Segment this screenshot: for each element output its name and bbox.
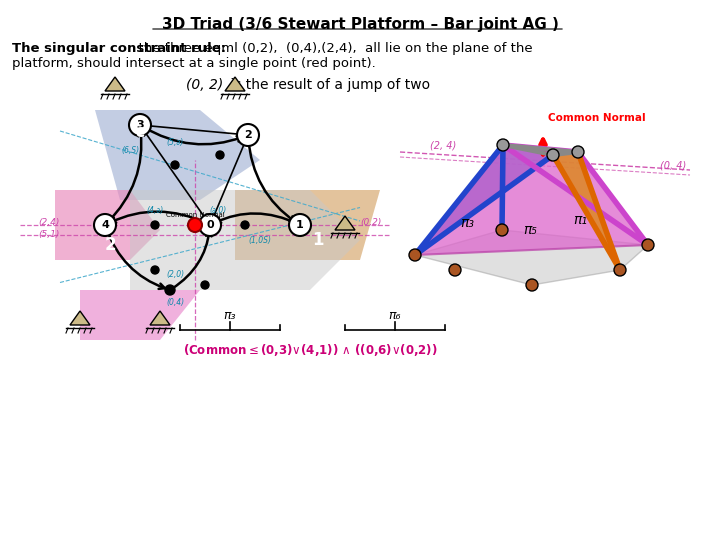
Text: (∂,0): (∂,0): [210, 206, 227, 214]
Circle shape: [449, 264, 461, 276]
Circle shape: [151, 266, 159, 274]
Text: 0: 0: [206, 220, 214, 230]
Polygon shape: [150, 311, 170, 325]
Polygon shape: [55, 190, 160, 260]
Circle shape: [171, 161, 179, 169]
Text: Common Normal: Common Normal: [166, 212, 225, 218]
Circle shape: [289, 214, 311, 236]
Text: The singular constraint rule:: The singular constraint rule:: [12, 42, 226, 55]
Text: 1: 1: [296, 220, 304, 230]
Text: 3D Triad (3/6 Stewart Platform – Bar joint AG ): 3D Triad (3/6 Stewart Platform – Bar joi…: [161, 17, 559, 32]
Circle shape: [497, 139, 509, 151]
Text: (2,4): (2,4): [38, 218, 59, 226]
Text: (5,1): (5,1): [38, 231, 59, 240]
Circle shape: [199, 214, 221, 236]
Polygon shape: [225, 77, 245, 91]
Circle shape: [614, 264, 626, 276]
Text: π₃: π₃: [224, 309, 236, 322]
Circle shape: [94, 214, 116, 236]
Polygon shape: [105, 77, 125, 91]
Text: 3: 3: [136, 120, 144, 130]
Circle shape: [201, 281, 209, 289]
Text: (2,0): (2,0): [166, 271, 184, 280]
Text: is the result of a jump of two: is the result of a jump of two: [226, 78, 430, 92]
Polygon shape: [235, 190, 380, 260]
Text: 1: 1: [312, 231, 324, 249]
Circle shape: [129, 114, 151, 136]
Text: (0,2): (0,2): [360, 218, 382, 226]
Circle shape: [237, 124, 259, 146]
Polygon shape: [335, 216, 355, 230]
Text: (0, 2): (0, 2): [186, 78, 223, 92]
Text: π₆: π₆: [389, 309, 401, 322]
Text: the three eqml (0,2),  (0,4),(2,4),  all lie on the plane of the: the three eqml (0,2), (0,4),(2,4), all l…: [130, 42, 533, 55]
Text: (2, 4): (2, 4): [430, 140, 456, 150]
Polygon shape: [553, 152, 620, 270]
Circle shape: [216, 151, 224, 159]
Circle shape: [547, 149, 559, 161]
Text: 4: 4: [101, 220, 109, 230]
Polygon shape: [70, 311, 90, 325]
Text: π₁: π₁: [573, 213, 587, 227]
Text: (5,∂): (5,∂): [166, 138, 184, 146]
Circle shape: [496, 224, 508, 236]
Circle shape: [572, 146, 584, 158]
Text: 2: 2: [104, 236, 116, 254]
Polygon shape: [130, 190, 360, 290]
Circle shape: [151, 221, 159, 229]
Polygon shape: [95, 110, 260, 200]
Text: (1,0S): (1,0S): [248, 235, 271, 245]
Circle shape: [188, 218, 202, 232]
Text: π₅: π₅: [523, 223, 537, 237]
Polygon shape: [80, 290, 200, 340]
Polygon shape: [415, 230, 648, 285]
Circle shape: [409, 249, 421, 261]
Text: (4,∂): (4,∂): [146, 206, 163, 214]
Text: Common Normal: Common Normal: [548, 113, 646, 123]
Circle shape: [241, 221, 249, 229]
Polygon shape: [415, 145, 648, 255]
Text: π₃: π₃: [460, 216, 474, 230]
Polygon shape: [415, 145, 553, 255]
Text: ε: ε: [135, 123, 145, 141]
Text: 2: 2: [244, 130, 252, 140]
Circle shape: [526, 279, 538, 291]
Text: (6,S): (6,S): [121, 145, 139, 154]
Text: (0, 4): (0, 4): [660, 161, 686, 171]
Text: (0,4): (0,4): [166, 298, 184, 307]
Circle shape: [642, 239, 654, 251]
Text: (Common$\leq$(0,3)$\vee$(4,1)) $\wedge$ ((0,6)$\vee$(0,2)): (Common$\leq$(0,3)$\vee$(4,1)) $\wedge$ …: [183, 342, 437, 358]
Text: platform, should intersect at a single point (red point).: platform, should intersect at a single p…: [12, 57, 376, 70]
Circle shape: [165, 285, 175, 295]
